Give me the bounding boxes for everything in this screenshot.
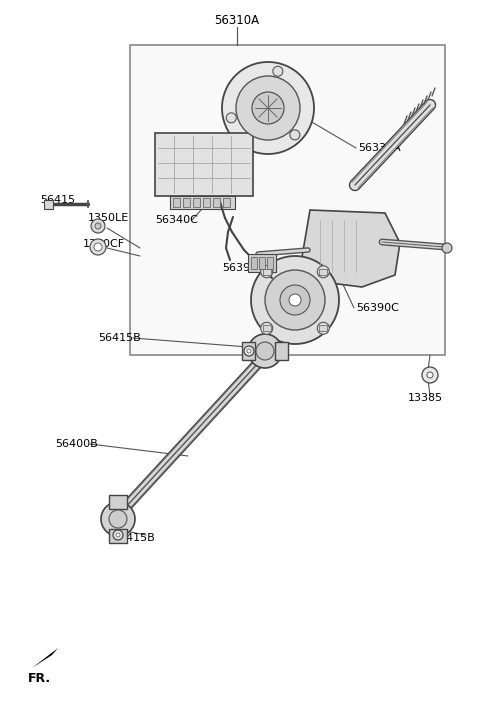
- Circle shape: [261, 322, 273, 335]
- Circle shape: [422, 367, 438, 383]
- Circle shape: [109, 510, 127, 528]
- Bar: [173, 198, 180, 207]
- Text: 56415: 56415: [40, 195, 75, 205]
- Text: 56397: 56397: [222, 263, 257, 273]
- Text: 56415B: 56415B: [112, 533, 155, 543]
- Bar: [267, 257, 273, 269]
- Circle shape: [90, 239, 106, 255]
- Circle shape: [290, 130, 300, 140]
- Circle shape: [273, 66, 283, 77]
- Bar: [109, 495, 127, 509]
- Bar: [109, 529, 127, 543]
- Bar: [251, 257, 257, 269]
- Circle shape: [289, 294, 301, 306]
- Text: 1360CF: 1360CF: [83, 239, 125, 249]
- Bar: [263, 325, 271, 331]
- Text: 56330A: 56330A: [358, 143, 401, 153]
- Text: 56310A: 56310A: [215, 14, 260, 26]
- Bar: [170, 196, 235, 209]
- Bar: [203, 198, 210, 207]
- Circle shape: [244, 346, 254, 356]
- Bar: [193, 198, 200, 207]
- Bar: [223, 198, 230, 207]
- Bar: [183, 198, 190, 207]
- Bar: [130, 45, 445, 355]
- Circle shape: [261, 266, 273, 277]
- Circle shape: [317, 266, 329, 277]
- Bar: [263, 269, 271, 275]
- Circle shape: [280, 285, 310, 315]
- Text: 56400B: 56400B: [55, 439, 98, 449]
- Polygon shape: [32, 648, 58, 668]
- Bar: [259, 257, 265, 269]
- Circle shape: [251, 256, 339, 344]
- Circle shape: [236, 76, 300, 140]
- Bar: [319, 325, 327, 331]
- Circle shape: [442, 243, 452, 253]
- Bar: [248, 254, 276, 272]
- Bar: [155, 133, 253, 196]
- Bar: [213, 198, 220, 207]
- Circle shape: [248, 334, 282, 368]
- Circle shape: [91, 219, 105, 233]
- Circle shape: [95, 223, 101, 229]
- Circle shape: [116, 533, 120, 537]
- Bar: [242, 342, 255, 360]
- Text: FR.: FR.: [28, 671, 51, 684]
- Circle shape: [317, 322, 329, 335]
- Circle shape: [427, 372, 433, 378]
- Circle shape: [256, 342, 274, 360]
- Polygon shape: [302, 210, 400, 287]
- Text: 56340C: 56340C: [155, 215, 198, 225]
- Circle shape: [247, 349, 251, 353]
- Circle shape: [252, 92, 284, 124]
- Bar: [44, 200, 53, 209]
- Text: 13385: 13385: [408, 393, 443, 403]
- Text: 1350LE: 1350LE: [88, 213, 129, 223]
- Bar: [275, 342, 288, 360]
- Text: 56390C: 56390C: [356, 303, 399, 313]
- Circle shape: [94, 243, 102, 251]
- Circle shape: [265, 270, 325, 330]
- Circle shape: [113, 530, 123, 540]
- Circle shape: [101, 502, 135, 536]
- Circle shape: [222, 62, 314, 154]
- Text: 56415B: 56415B: [98, 333, 141, 343]
- Circle shape: [226, 113, 236, 123]
- Bar: [319, 269, 327, 275]
